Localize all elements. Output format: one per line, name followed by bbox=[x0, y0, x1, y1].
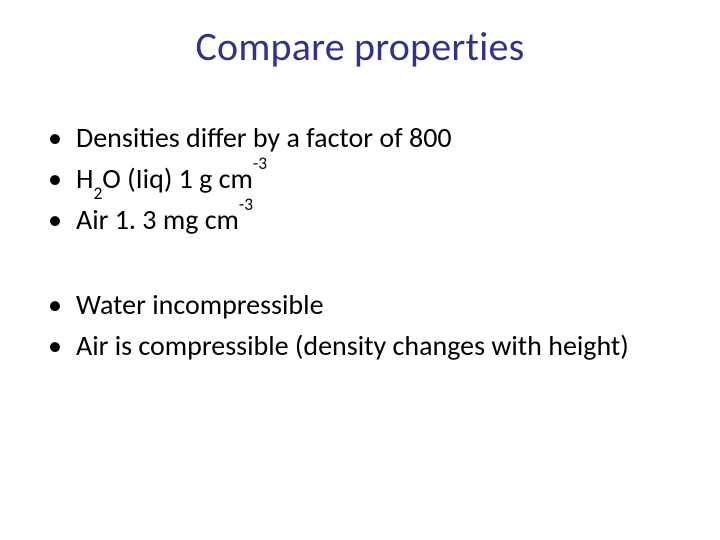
list-item: Densities differ by a factor of 800 bbox=[48, 120, 672, 155]
slide-title: Compare properties bbox=[0, 22, 720, 71]
bullet-text: Air is compressible (density changes wit… bbox=[76, 328, 629, 363]
bullet-text: Water incompressible bbox=[76, 287, 324, 322]
list-item: H2O (Iiq) 1 g cm-3 bbox=[48, 161, 672, 196]
bullet-list-1: Densities differ by a factor of 800 H2O … bbox=[48, 120, 672, 237]
slide-body: Densities differ by a factor of 800 H2O … bbox=[48, 120, 672, 369]
subscript: 2 bbox=[93, 182, 102, 204]
bullet-text: Air 1. 3 mg cm bbox=[76, 202, 239, 237]
bullet-list-2: Water incompressible Air is compressible… bbox=[48, 287, 672, 363]
list-item: Air is compressible (density changes wit… bbox=[48, 328, 672, 363]
list-item: Air 1. 3 mg cm-3 bbox=[48, 202, 672, 237]
spacer bbox=[48, 243, 672, 287]
superscript: -3 bbox=[239, 193, 253, 215]
slide: Compare properties Densities differ by a… bbox=[0, 0, 720, 540]
bullet-text: O (Iiq) 1 g cm bbox=[102, 161, 253, 196]
superscript: -3 bbox=[253, 152, 267, 174]
list-item: Water incompressible bbox=[48, 287, 672, 322]
bullet-text: Densities differ by a factor of 800 bbox=[76, 120, 452, 155]
bullet-text: H bbox=[76, 161, 93, 196]
